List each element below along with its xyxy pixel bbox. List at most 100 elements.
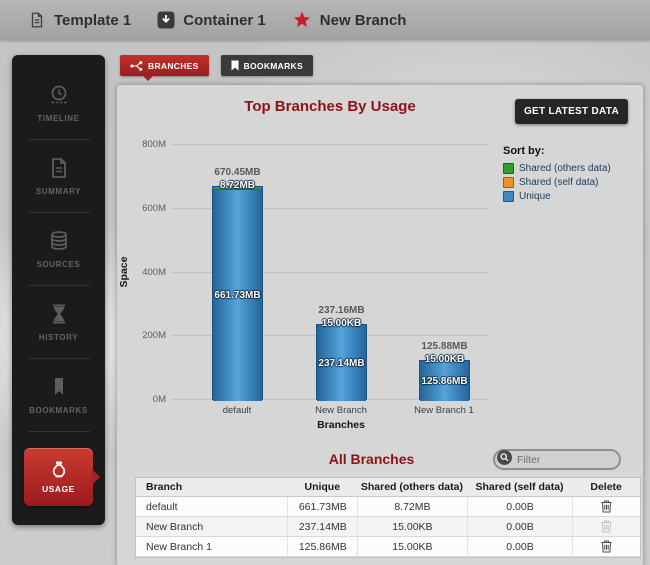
- column-header-unique: Unique: [304, 481, 341, 493]
- sidebar-item-timeline[interactable]: TIMELINE: [12, 67, 105, 139]
- legend-swatch: [503, 176, 514, 188]
- cell-shared_others: 15.00KB: [357, 537, 467, 556]
- usage-panel: Top Branches By Usage GET LATEST DATA Sp…: [117, 85, 643, 565]
- y-tick-label: 600M: [142, 202, 166, 214]
- gridline: [172, 271, 490, 273]
- sidebar-item-label: SUMMARY: [35, 187, 82, 196]
- bar-chart: Branches 0M 200M 400M 600M 800M 670.45MB 8.72M…: [142, 139, 490, 431]
- sidebar-divider: [27, 431, 90, 432]
- legend-item-shared-others-data-[interactable]: Shared (others data): [503, 161, 611, 175]
- sidebar-item-summary[interactable]: SUMMARY: [12, 140, 105, 212]
- cell-unique: 125.86MB: [287, 537, 357, 556]
- cell-shared_self: 0.00B: [466, 537, 573, 556]
- sidebar-item-bookmarks[interactable]: BOOKMARKS: [12, 359, 105, 431]
- sidebar-item-label: SOURCES: [36, 260, 81, 269]
- tab-label: BOOKMARKS: [243, 60, 303, 71]
- sidebar-item-label: BOOKMARKS: [29, 406, 88, 415]
- active-tab-notch: [142, 75, 154, 81]
- bar-unique-label: 237.14MB: [318, 357, 365, 369]
- sidebar-divider: [27, 358, 90, 359]
- cell-delete: [572, 517, 640, 536]
- x-axis-label: Branches: [317, 419, 365, 431]
- all-branches-title: All Branches: [328, 451, 415, 467]
- table-row: New Branch 1 125.86MB 15.00KB 0.00B: [136, 537, 640, 557]
- bar-segment-unique: 125.86MB: [420, 361, 469, 401]
- bookmark-icon: [231, 60, 239, 71]
- sidebar-item-usage[interactable]: USAGE: [24, 448, 100, 506]
- bookmark-icon: [47, 375, 71, 399]
- trash-icon[interactable]: [601, 540, 612, 553]
- table-header-row: Branch Unique Shared (others data) Shared (…: [136, 478, 640, 497]
- cell-unique: 237.14MB: [287, 517, 357, 536]
- bar-unique-label: 125.86MB: [421, 375, 468, 387]
- branch-icon: [130, 60, 143, 71]
- trash-icon[interactable]: [601, 500, 612, 513]
- breadcrumb-item-container-1[interactable]: Container 1: [157, 11, 266, 29]
- breadcrumb: Template 1 Container 1 New Branch: [0, 0, 650, 40]
- trash-icon: [601, 520, 612, 533]
- star-icon: [292, 11, 312, 29]
- breadcrumb-label: Template 1: [54, 11, 132, 29]
- cell-branch: New Branch 1: [146, 540, 212, 553]
- legend-item-shared-self-data-[interactable]: Shared (self data): [503, 175, 611, 189]
- get-latest-data-button[interactable]: GET LATEST DATA: [514, 99, 628, 124]
- x-category-label: default: [222, 405, 252, 416]
- cell-branch: New Branch: [146, 520, 204, 533]
- clock-icon: [47, 83, 71, 107]
- cell-shared_self: 0.00B: [466, 497, 573, 516]
- tab-branches[interactable]: BRANCHES: [120, 55, 209, 81]
- filter-box: [493, 449, 621, 470]
- filter-input[interactable]: [517, 453, 609, 466]
- sidebar-item-sources[interactable]: SOURCES: [12, 213, 105, 285]
- gridline: [172, 144, 490, 145]
- legend-label: Shared (self data): [519, 176, 599, 188]
- y-tick-label: 200M: [142, 330, 166, 342]
- cell-shared_self: 0.00B: [466, 517, 573, 536]
- bar-total-label: 125.88MB: [421, 341, 468, 352]
- container-icon: [157, 11, 175, 29]
- x-category-label: New Branch 1: [414, 405, 474, 416]
- bar-shared-label: 15.00KB: [321, 318, 362, 329]
- table-row: New Branch 237.14MB 15.00KB 0.00B: [136, 517, 640, 537]
- sidebar-item-label: TIMELINE: [37, 114, 80, 123]
- legend-title: Sort by:: [503, 145, 545, 157]
- breadcrumb-item-new-branch[interactable]: New Branch: [292, 11, 407, 29]
- sidebar-item-label: USAGE: [42, 484, 75, 494]
- bar-shared-label: 15.00KB: [424, 354, 465, 365]
- document-icon: [47, 156, 71, 180]
- search-icon: [497, 449, 512, 470]
- breadcrumb-label: Container 1: [183, 11, 266, 29]
- column-header-branch: Branch: [146, 481, 183, 493]
- cell-delete: [572, 537, 640, 556]
- bar-total-label: 237.16MB: [318, 305, 365, 316]
- bar-unique-label: 661.73MB: [214, 290, 261, 301]
- legend-swatch: [503, 162, 514, 174]
- usage-icon: [49, 460, 69, 480]
- chart-bar-new-branch: 237.16MB 15.00KB 237.14MB: [316, 305, 367, 401]
- chart-title: Top Branches By Usage: [244, 98, 416, 115]
- sidebar-divider: [27, 139, 90, 140]
- legend-label: Shared (others data): [519, 162, 611, 174]
- branches-table: Branch Unique Shared (others data) Shared (…: [135, 477, 641, 558]
- tab-bar: BRANCHES BOOKMARKS: [120, 55, 313, 81]
- cell-delete: [572, 497, 640, 516]
- x-category-label: New Branch: [315, 405, 367, 416]
- bar-shared-label: 8.72MB: [219, 180, 256, 191]
- document-icon: [28, 11, 46, 29]
- legend-item-unique[interactable]: Unique: [503, 189, 611, 203]
- table-row: default 661.73MB 8.72MB 0.00B: [136, 497, 640, 517]
- chart-bar-default: 670.45MB 8.72MB 661.73MB: [212, 167, 263, 401]
- legend-swatch: [503, 190, 514, 202]
- sidebar-item-history[interactable]: HISTORY: [12, 286, 105, 358]
- breadcrumb-label: New Branch: [319, 11, 407, 29]
- sidebar: TIMELINE SUMMARY SOURCES HISTORY BOOKMARKS US…: [12, 55, 105, 525]
- breadcrumb-item-template-1[interactable]: Template 1: [28, 11, 131, 29]
- tab-label: BRANCHES: [148, 60, 199, 71]
- cell-shared_others: 8.72MB: [357, 497, 467, 516]
- cell-branch: default: [146, 500, 178, 513]
- tab-bookmarks[interactable]: BOOKMARKS: [220, 55, 313, 76]
- column-header-delete: Delete: [590, 481, 622, 493]
- sidebar-divider: [27, 285, 90, 286]
- database-icon: [47, 229, 71, 253]
- y-tick-label: 0M: [152, 394, 166, 405]
